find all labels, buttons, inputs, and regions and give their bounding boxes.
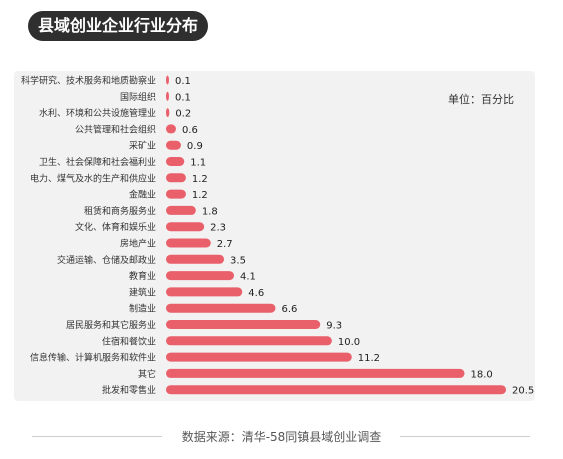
value-label: 18.0: [471, 369, 493, 380]
value-label: 4.1: [240, 272, 256, 283]
value-label: 1.2: [192, 190, 208, 201]
bar: [166, 368, 465, 378]
bar: [166, 173, 186, 183]
category-label: 制造业: [129, 303, 156, 315]
category-label: 批发和零售业: [102, 384, 156, 396]
footer-divider-left: [32, 436, 162, 437]
value-label: 20.5: [512, 386, 534, 397]
category-label: 租赁和商务服务业: [84, 205, 156, 217]
bar: [166, 352, 352, 362]
bar: [166, 336, 332, 346]
bar: [166, 271, 234, 281]
value-label: 2.7: [217, 239, 233, 250]
category-label: 科学研究、技术服务和地质勘察业: [21, 75, 156, 87]
category-label: 居民服务和其它服务业: [66, 319, 156, 331]
category-label: 电力、煤气及水的生产和供应业: [30, 172, 156, 184]
bar: [166, 303, 276, 313]
bar: [166, 254, 225, 264]
category-label: 水利、环境和公共设施管理业: [39, 107, 156, 119]
footer-divider-right: [400, 436, 530, 437]
bar: [166, 320, 321, 329]
bar: [166, 108, 170, 118]
value-label: 0.9: [187, 141, 203, 152]
bar: [166, 75, 169, 85]
bar: [166, 385, 506, 395]
value-label: 4.6: [248, 288, 264, 299]
value-label: 0.1: [175, 76, 191, 87]
category-label: 国际组织: [120, 91, 156, 103]
chart-panel: [14, 71, 535, 401]
chart-title: 县域创业企业行业分布: [28, 11, 209, 41]
value-label: 11.2: [358, 353, 380, 364]
value-label: 10.0: [338, 337, 360, 348]
bar: [166, 238, 211, 248]
category-label: 交通运输、仓储及邮政业: [57, 254, 156, 266]
unit-label: 单位：百分比: [448, 93, 514, 106]
value-label: 6.6: [281, 304, 297, 315]
value-label: 0.6: [182, 125, 198, 136]
category-label: 房地产业: [120, 238, 156, 250]
bar: [166, 189, 186, 199]
value-label: 1.8: [202, 206, 218, 217]
category-label: 住宿和餐饮业: [102, 335, 156, 347]
category-label: 采矿业: [129, 140, 156, 152]
category-label: 教育业: [129, 270, 156, 282]
bar: [166, 157, 185, 166]
category-label: 建筑业: [129, 286, 156, 298]
category-label: 文化、体育和娱乐业: [75, 221, 156, 233]
category-label: 信息传输、计算机服务和软件业: [30, 352, 156, 364]
bar: [166, 287, 243, 297]
value-label: 0.1: [175, 92, 191, 103]
bar: [166, 222, 205, 232]
bar: [166, 124, 176, 134]
bar: [166, 140, 181, 150]
value-label: 0.2: [175, 109, 191, 120]
category-label: 其它: [138, 368, 156, 380]
value-label: 1.1: [190, 158, 206, 169]
value-label: 9.3: [326, 321, 342, 332]
value-label: 3.5: [230, 255, 246, 266]
category-label: 金融业: [129, 189, 156, 201]
bar: [166, 205, 196, 215]
value-label: 1.2: [192, 174, 208, 185]
value-label: 2.3: [210, 223, 226, 234]
data-source: 数据来源：清华-58同镇县域创业调查: [181, 430, 382, 444]
bar: [166, 91, 169, 101]
category-label: 公共管理和社会组织: [75, 123, 156, 135]
category-label: 卫生、社会保障和社会福利业: [39, 156, 156, 168]
